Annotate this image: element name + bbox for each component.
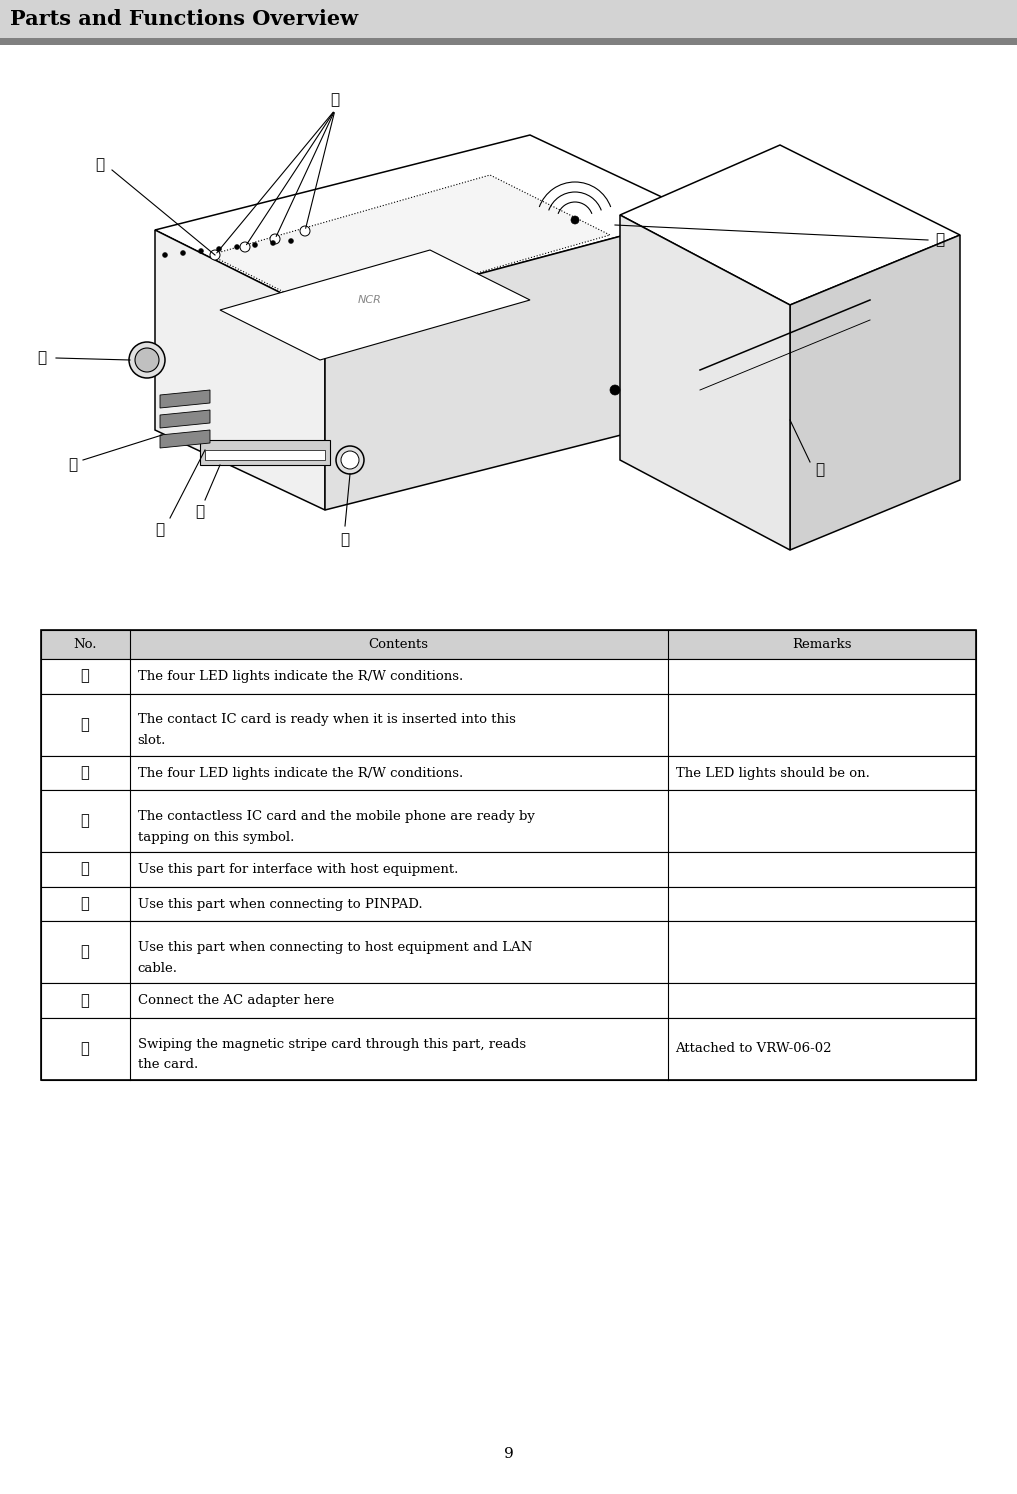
Circle shape xyxy=(198,248,203,254)
Circle shape xyxy=(129,342,165,378)
Circle shape xyxy=(210,249,220,260)
Text: ③: ③ xyxy=(80,766,89,780)
Circle shape xyxy=(235,245,239,249)
Text: The LED lights should be on.: The LED lights should be on. xyxy=(675,766,870,780)
Text: slot.: slot. xyxy=(137,734,166,747)
Text: ⑤: ⑤ xyxy=(80,862,89,877)
Text: Use this part for interface with host equipment.: Use this part for interface with host eq… xyxy=(137,864,458,875)
Text: ④: ④ xyxy=(936,233,945,247)
Bar xyxy=(41,887,976,922)
Circle shape xyxy=(217,247,222,251)
Circle shape xyxy=(135,348,159,372)
Bar xyxy=(0,37,1017,45)
Text: the card.: the card. xyxy=(137,1058,198,1071)
Bar xyxy=(41,630,976,1080)
Text: ⑧: ⑧ xyxy=(80,994,89,1007)
Bar xyxy=(41,922,976,983)
Polygon shape xyxy=(210,175,610,315)
Circle shape xyxy=(571,217,579,224)
Circle shape xyxy=(271,241,276,245)
Bar xyxy=(41,790,976,853)
Text: Contents: Contents xyxy=(368,638,428,651)
Polygon shape xyxy=(620,215,790,550)
Bar xyxy=(41,983,976,1017)
Bar xyxy=(41,659,976,693)
Circle shape xyxy=(240,242,250,252)
Text: Swiping the magnetic stripe card through this part, reads: Swiping the magnetic stripe card through… xyxy=(137,1038,526,1050)
Text: Use this part when connecting to PINPAD.: Use this part when connecting to PINPAD. xyxy=(137,898,422,911)
Bar xyxy=(41,630,976,659)
Text: cable.: cable. xyxy=(137,962,178,974)
Text: ⑦: ⑦ xyxy=(195,505,204,518)
Text: ⑤: ⑤ xyxy=(38,351,47,365)
Text: Remarks: Remarks xyxy=(792,638,851,651)
Text: Attached to VRW-06-02: Attached to VRW-06-02 xyxy=(675,1043,832,1055)
Polygon shape xyxy=(220,249,530,360)
Text: ⑥: ⑥ xyxy=(80,896,89,911)
Text: ⑨: ⑨ xyxy=(816,463,825,477)
Circle shape xyxy=(336,447,364,474)
Text: The contactless IC card and the mobile phone are ready by: The contactless IC card and the mobile p… xyxy=(137,810,535,823)
Circle shape xyxy=(341,451,359,469)
Circle shape xyxy=(180,251,185,255)
Polygon shape xyxy=(160,409,210,427)
Text: ③: ③ xyxy=(96,158,105,172)
Text: ②: ② xyxy=(156,523,165,536)
Text: NCR: NCR xyxy=(358,294,382,305)
Polygon shape xyxy=(155,134,700,315)
Text: ⑦: ⑦ xyxy=(80,946,89,959)
Circle shape xyxy=(252,242,257,248)
Text: Connect the AC adapter here: Connect the AC adapter here xyxy=(137,994,334,1007)
Text: Parts and Functions Overview: Parts and Functions Overview xyxy=(10,9,358,28)
Polygon shape xyxy=(155,230,325,509)
Circle shape xyxy=(270,235,280,244)
Polygon shape xyxy=(160,430,210,448)
Text: No.: No. xyxy=(73,638,97,651)
Text: tapping on this symbol.: tapping on this symbol. xyxy=(137,831,294,844)
Circle shape xyxy=(289,239,294,244)
Text: The contact IC card is ready when it is inserted into this: The contact IC card is ready when it is … xyxy=(137,714,516,726)
Text: ⑥: ⑥ xyxy=(68,459,77,472)
Circle shape xyxy=(163,252,168,257)
Bar xyxy=(41,693,976,756)
Text: Use this part when connecting to host equipment and LAN: Use this part when connecting to host eq… xyxy=(137,941,532,955)
Text: The four LED lights indicate the R/W conditions.: The four LED lights indicate the R/W con… xyxy=(137,766,463,780)
Text: ①: ① xyxy=(80,669,89,684)
Circle shape xyxy=(610,385,620,394)
Text: ②: ② xyxy=(80,717,89,732)
Text: The four LED lights indicate the R/W conditions.: The four LED lights indicate the R/W con… xyxy=(137,669,463,683)
Text: ④: ④ xyxy=(80,814,89,828)
Text: ①: ① xyxy=(331,93,340,108)
Bar xyxy=(205,450,325,460)
Text: 9: 9 xyxy=(503,1448,514,1461)
Polygon shape xyxy=(790,235,960,550)
Bar xyxy=(41,1017,976,1080)
Bar xyxy=(41,756,976,790)
Polygon shape xyxy=(160,390,210,408)
Text: ⑨: ⑨ xyxy=(80,1041,89,1056)
Circle shape xyxy=(300,226,310,236)
Bar xyxy=(200,441,330,465)
Bar xyxy=(0,0,1017,37)
Polygon shape xyxy=(620,145,960,305)
Polygon shape xyxy=(325,215,700,509)
Bar xyxy=(41,853,976,887)
Text: ⑧: ⑧ xyxy=(341,533,350,547)
